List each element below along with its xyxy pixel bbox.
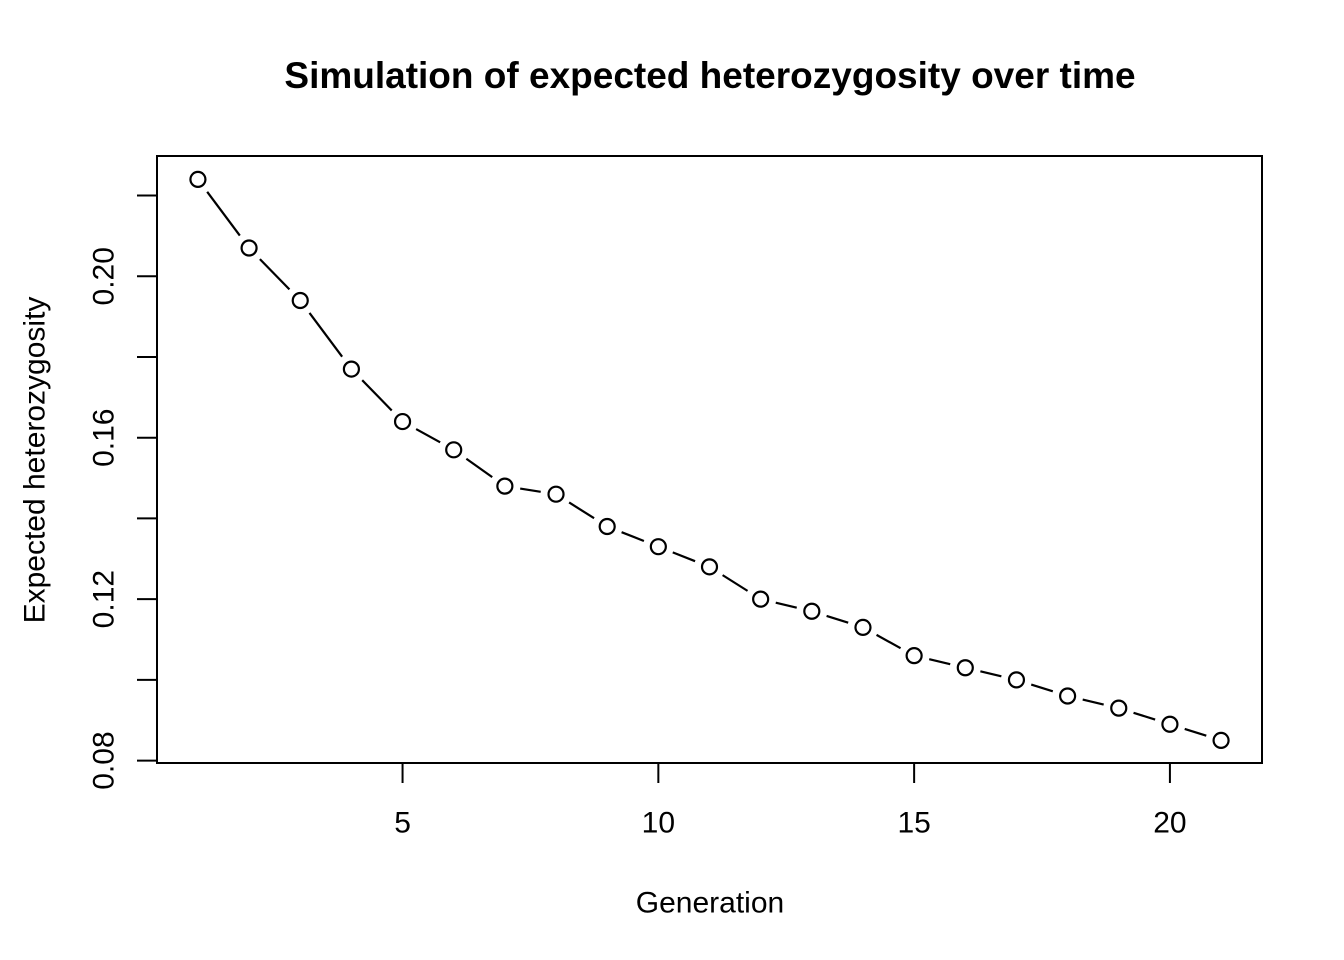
series-line-segment xyxy=(361,379,393,412)
chart-title: Simulation of expected heterozygosity ov… xyxy=(284,55,1135,96)
plot-box xyxy=(156,155,1263,764)
data-point-marker xyxy=(496,477,514,495)
data-point-marker xyxy=(803,602,821,620)
series-line-segment xyxy=(465,457,493,479)
data-point-marker xyxy=(1212,731,1230,749)
x-axis-tick-label: 5 xyxy=(394,807,411,840)
data-point-marker xyxy=(189,170,207,189)
series-line-segment xyxy=(1030,683,1054,693)
series-line-segment xyxy=(1133,711,1156,721)
data-point-marker xyxy=(649,538,667,556)
series-line-segment xyxy=(928,658,951,666)
data-point-marker xyxy=(956,659,974,677)
data-point-marker xyxy=(291,291,309,310)
series-line-segment xyxy=(980,670,1002,678)
series-line-segment xyxy=(1184,727,1207,737)
series-line-segment xyxy=(206,191,241,237)
series-line-segment xyxy=(520,487,541,493)
x-axis-label: Generation xyxy=(636,887,784,920)
data-point-marker xyxy=(700,558,719,576)
data-point-marker xyxy=(854,618,872,636)
series-line-segment xyxy=(722,574,749,592)
y-axis-tick-label: 0.08 xyxy=(88,731,121,789)
data-point-marker xyxy=(547,485,565,503)
data-point-marker xyxy=(1007,671,1026,689)
y-axis-tick-label: 0.12 xyxy=(88,570,121,628)
x-axis-tick-label: 10 xyxy=(642,807,675,840)
series-line-segment xyxy=(876,633,902,650)
series-line-segment xyxy=(308,312,344,358)
data-point-marker xyxy=(240,239,258,257)
y-axis-tick-label: 0.16 xyxy=(88,409,121,467)
series-line-segment xyxy=(1082,698,1104,706)
x-axis-tick-label: 15 xyxy=(897,807,930,840)
series-line-segment xyxy=(621,531,645,543)
data-point-marker xyxy=(1161,715,1179,733)
series-line-segment xyxy=(826,614,849,624)
data-point-marker xyxy=(752,590,770,608)
series-line-segment xyxy=(775,601,797,609)
data-point-marker xyxy=(445,441,463,459)
data-point-marker xyxy=(1110,699,1128,717)
x-axis-tick-label: 20 xyxy=(1153,807,1186,840)
data-point-marker xyxy=(598,517,616,536)
series-line-segment xyxy=(672,551,696,563)
data-point-marker xyxy=(1059,687,1077,705)
series-line-segment xyxy=(415,428,441,444)
data-point-marker xyxy=(342,360,360,378)
series-line-segment xyxy=(568,501,595,520)
data-point-marker xyxy=(905,647,923,665)
series-line-segment xyxy=(259,258,291,291)
y-axis-tick-label: 0.20 xyxy=(88,247,121,305)
plot-layer: 5 10 15 20 0.08 0.12 0.16 0.20 xyxy=(88,155,1263,840)
data-point-marker xyxy=(393,412,412,431)
y-axis-label: Expected heterozygosity xyxy=(19,297,52,624)
